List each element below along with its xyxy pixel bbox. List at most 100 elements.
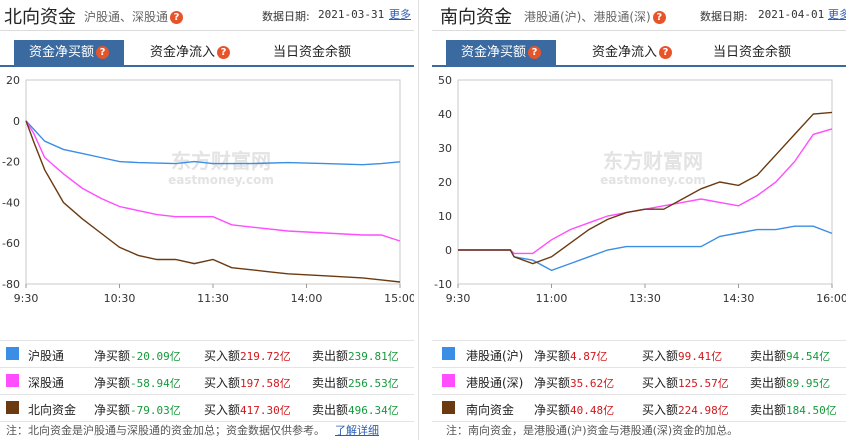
legend-buy: 买入额99.41亿 bbox=[642, 349, 723, 363]
legend-net: 净买额35.62亿 bbox=[534, 376, 615, 390]
legend-name: 北向资金 bbox=[28, 403, 77, 417]
south-tabbar: 资金净买额? 资金净流入? 当日资金余额 bbox=[432, 40, 846, 67]
north-more-link[interactable]: 更多 bbox=[389, 8, 411, 21]
north-tabbar: 资金净买额? 资金净流入? 当日资金余额 bbox=[0, 40, 414, 67]
south-legend: 港股通(沪) 净买额4.87亿 买入额99.41亿 卖出额94.54亿 港股通(… bbox=[432, 340, 846, 422]
north-tab-balance[interactable]: 当日资金余额 bbox=[272, 45, 351, 60]
x-tick-label: 11:00 bbox=[536, 292, 568, 305]
watermark-en: eastmoney.com bbox=[600, 173, 706, 187]
watermark: 东方财富网 bbox=[603, 149, 703, 173]
legend-sell: 卖出额496.34亿 bbox=[312, 403, 399, 417]
help-icon[interactable]: ? bbox=[170, 11, 184, 24]
help-icon[interactable]: ? bbox=[217, 46, 230, 59]
y-tick-label: 20 bbox=[438, 176, 452, 189]
y-tick-label: 0 bbox=[445, 244, 452, 257]
south-subtitle: 港股通(沪)、港股通(深)? bbox=[524, 8, 666, 25]
legend-buy: 买入额224.98亿 bbox=[642, 403, 729, 417]
legend-net: 净买额4.87亿 bbox=[534, 349, 608, 363]
panel-divider bbox=[418, 0, 419, 440]
learn-more-link[interactable]: 了解详细 bbox=[335, 424, 379, 437]
x-tick-label: 15:00 bbox=[384, 292, 414, 305]
south-tab-net-inflow[interactable]: 资金净流入? bbox=[582, 40, 682, 65]
legend-sell: 卖出额94.54亿 bbox=[750, 349, 831, 363]
north-date-value: 2021-03-31 bbox=[318, 8, 385, 21]
legend-net: 净买额-58.94亿 bbox=[94, 376, 181, 390]
south-more-link[interactable]: 更多 bbox=[828, 8, 846, 21]
north-title: 北向资金 bbox=[4, 7, 76, 28]
north-note: 注：北向资金是沪股通与深股通的资金加总；资金数据仅供参考。 了解详细 bbox=[6, 424, 379, 437]
legend-swatch bbox=[6, 347, 19, 360]
legend-name: 南向资金 bbox=[466, 403, 515, 417]
watermark: 东方财富网 bbox=[171, 149, 271, 173]
y-tick-label: -80 bbox=[2, 278, 20, 291]
legend-row: 港股通(沪) 净买额4.87亿 买入额99.41亿 卖出额94.54亿 bbox=[432, 340, 846, 367]
south-note: 注：南向资金，是港股通(沪)资金与港股通(深)资金的加总。 bbox=[446, 424, 739, 437]
x-tick-label: 9:30 bbox=[14, 292, 39, 305]
south-date-label: 数据日期: bbox=[700, 10, 748, 23]
x-tick-label: 13:30 bbox=[629, 292, 661, 305]
y-tick-label: -10 bbox=[434, 278, 452, 291]
legend-buy: 买入额125.57亿 bbox=[642, 376, 729, 390]
help-icon[interactable]: ? bbox=[652, 11, 666, 24]
x-tick-label: 14:30 bbox=[723, 292, 755, 305]
legend-net: 净买额-20.09亿 bbox=[94, 349, 181, 363]
x-tick-label: 14:00 bbox=[291, 292, 323, 305]
legend-row: 深股通 净买额-58.94亿 买入额197.58亿 卖出额256.53亿 bbox=[0, 367, 414, 394]
legend-swatch bbox=[442, 401, 455, 414]
x-tick-label: 9:30 bbox=[446, 292, 471, 305]
north-panel: 北向资金 沪股通、深股通? 数据日期: 2021-03-31 更多 资金净买额?… bbox=[0, 0, 414, 440]
x-tick-label: 16:00 bbox=[816, 292, 846, 305]
y-tick-label: 50 bbox=[438, 74, 452, 87]
legend-name: 深股通 bbox=[28, 376, 65, 390]
legend-sell: 卖出额89.95亿 bbox=[750, 376, 831, 390]
legend-row: 北向资金 净买额-79.03亿 买入额417.30亿 卖出额496.34亿 bbox=[0, 394, 414, 422]
help-icon[interactable]: ? bbox=[528, 46, 541, 59]
y-tick-label: 0 bbox=[13, 115, 20, 128]
series-line bbox=[25, 120, 401, 166]
x-tick-label: 10:30 bbox=[104, 292, 136, 305]
legend-name: 港股通(沪) bbox=[466, 349, 524, 363]
legend-swatch bbox=[6, 374, 19, 387]
series-line bbox=[25, 120, 401, 283]
south-panel: 南向资金 港股通(沪)、港股通(深)? 数据日期: 2021-04-01 更多 … bbox=[432, 0, 846, 440]
watermark-en: eastmoney.com bbox=[168, 173, 274, 187]
series-line bbox=[458, 128, 833, 255]
y-tick-label: -40 bbox=[2, 196, 20, 209]
legend-swatch bbox=[442, 347, 455, 360]
y-tick-label: 30 bbox=[438, 142, 452, 155]
legend-net: 净买额40.48亿 bbox=[534, 403, 615, 417]
south-tab-balance[interactable]: 当日资金余额 bbox=[712, 45, 791, 60]
legend-row: 南向资金 净买额40.48亿 买入额224.98亿 卖出额184.50亿 bbox=[432, 394, 846, 422]
north-header: 北向资金 沪股通、深股通? 数据日期: 2021-03-31 更多 bbox=[0, 0, 414, 31]
north-tab-net-buy[interactable]: 资金净买额? bbox=[14, 40, 124, 65]
help-icon[interactable]: ? bbox=[96, 46, 109, 59]
legend-swatch bbox=[6, 401, 19, 414]
south-date-value: 2021-04-01 bbox=[758, 8, 825, 21]
south-tab-net-buy[interactable]: 资金净买额? bbox=[446, 40, 556, 65]
legend-buy: 买入额197.58亿 bbox=[204, 376, 291, 390]
y-tick-label: -20 bbox=[2, 156, 20, 169]
y-tick-label: -60 bbox=[2, 237, 20, 250]
x-tick-label: 11:30 bbox=[197, 292, 229, 305]
north-date-label: 数据日期: bbox=[262, 10, 310, 23]
south-header: 南向资金 港股通(沪)、港股通(深)? 数据日期: 2021-04-01 更多 bbox=[432, 0, 846, 31]
legend-row: 港股通(深) 净买额35.62亿 买入额125.57亿 卖出额89.95亿 bbox=[432, 367, 846, 394]
y-tick-label: 20 bbox=[6, 74, 20, 87]
series-line bbox=[458, 111, 833, 265]
legend-swatch bbox=[442, 374, 455, 387]
north-subtitle: 沪股通、深股通? bbox=[84, 8, 184, 25]
series-line bbox=[458, 225, 833, 272]
legend-buy: 买入额219.72亿 bbox=[204, 349, 291, 363]
y-tick-label: 10 bbox=[438, 210, 452, 223]
north-tab-net-inflow[interactable]: 资金净流入? bbox=[140, 40, 240, 65]
legend-name: 沪股通 bbox=[28, 349, 65, 363]
legend-buy: 买入额417.30亿 bbox=[204, 403, 291, 417]
series-line bbox=[25, 120, 401, 242]
legend-sell: 卖出额256.53亿 bbox=[312, 376, 399, 390]
legend-sell: 卖出额184.50亿 bbox=[750, 403, 837, 417]
legend-net: 净买额-79.03亿 bbox=[94, 403, 181, 417]
help-icon[interactable]: ? bbox=[659, 46, 672, 59]
legend-name: 港股通(深) bbox=[466, 376, 524, 390]
